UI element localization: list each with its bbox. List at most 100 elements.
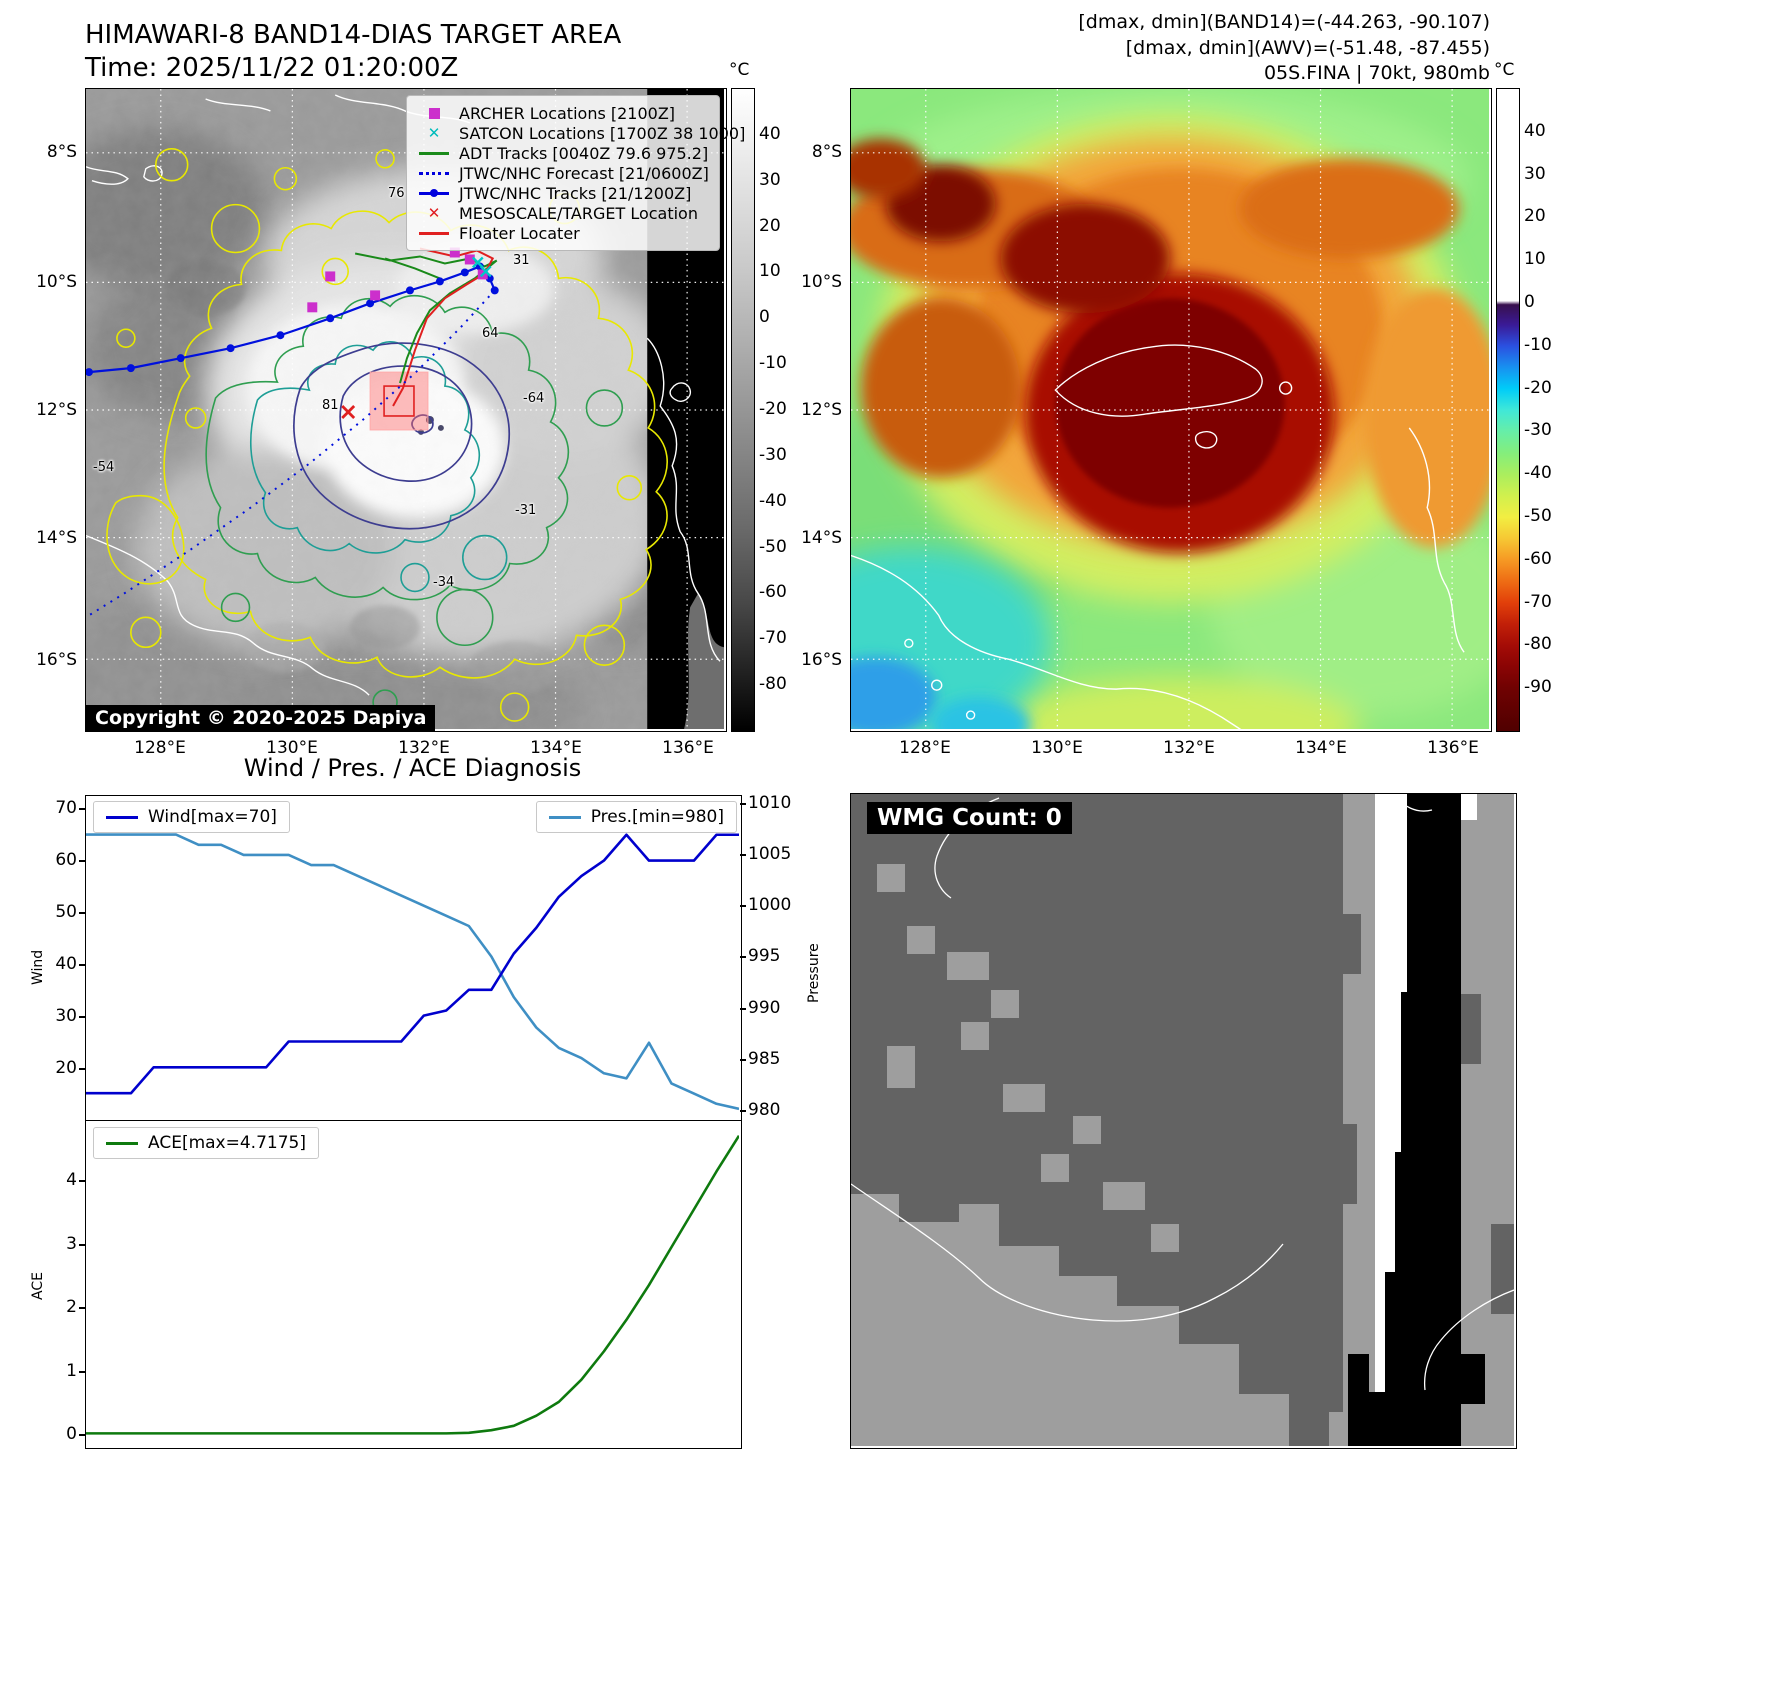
ace-legend-label: ACE[max=4.7175] [148,1133,306,1153]
colorbar-tick-label: 30 [1524,163,1546,184]
lat-tick-label: 12°S [36,400,77,420]
tick-mark [79,1068,85,1070]
pressure-tick-label: 985 [748,1048,781,1069]
tick-mark [79,1434,85,1437]
colorbar-tick-label: -20 [759,399,787,419]
lon-tick-label: 132°E [398,738,450,758]
colorbar-tick-label: 0 [759,307,770,328]
legend-item-label: ADT Tracks [0040Z 79.6 975.2] [459,143,709,163]
tick-mark [740,905,746,908]
ace-tick-label: 4 [66,1170,77,1191]
legend-item: JTWC/NHC Tracks [21/1200Z] [417,183,709,203]
contour-label: -34 [433,575,455,590]
pressure-tick-label: 1000 [748,895,792,916]
pressure-axis-label: Pressure [806,943,822,1003]
colorbar-tick-label: -60 [1524,548,1552,569]
pressure-tick-label: 995 [748,946,781,967]
blue-dotted-line-icon [417,171,451,175]
awv-colorbar-unit: °C [1494,60,1515,80]
lon-tick-label: 128°E [899,738,951,758]
legend-item-label: Floater Locater [459,223,580,243]
ace-tick-label: 0 [66,1424,77,1445]
magenta-square-icon [417,107,451,119]
wind-pressure-chart [85,795,742,1122]
ace-axis-label: ACE [30,1272,46,1300]
mesoscale-target-marker [341,405,356,419]
colorbar-tick-label: -80 [1524,634,1552,655]
pressure-line [86,833,739,1111]
pressure-tick-label: 980 [748,1099,781,1120]
colorbar-tick-label: 10 [1524,249,1546,270]
floater-box [383,385,415,417]
tick-mark [740,1007,746,1010]
wind-tick-label: 60 [55,850,77,870]
latlon-grid [851,89,1489,729]
wind-tick-label: 30 [55,1006,77,1026]
tick-mark [79,964,85,966]
ace-tick-label: 1 [66,1360,77,1381]
contour-green [205,294,624,715]
band14-subtitle: Time: 2025/11/22 01:20:00Z [85,53,459,83]
red-line-icon [417,231,451,235]
colorbar-tick-label: 40 [1524,120,1546,141]
tick-mark [740,803,746,806]
colorbar-tick-label: 20 [759,215,781,236]
colorbar-tick-label: -40 [1524,463,1552,484]
pressure-legend-label: Pres.[min=980] [590,807,724,827]
contour-label: 76 [388,186,405,201]
contour-label: 81 [322,398,339,413]
contour-label: 64 [482,326,499,341]
tick-mark [79,912,85,914]
jtwc-forecast-track [88,289,496,617]
colorbar-tick-label: -30 [759,444,787,465]
tick-mark [79,1016,85,1018]
wmg-count-label: WMG Count: 0 [867,802,1072,834]
cyan-x-icon: ✕ [427,123,441,142]
legend-item-label: ARCHER Locations [2100Z] [459,103,676,123]
colorbar-tick-label: -10 [759,353,787,374]
ace-line [86,1135,739,1435]
pressure-tick-label: 990 [748,997,781,1018]
legend-item: Floater Locater [417,223,709,243]
metadata-header: [dmax, dmin](BAND14)=(-44.263, -90.107) … [1078,10,1490,87]
gray-notches [1343,914,1514,1314]
colorbar-tick-label: 0 [1524,292,1535,312]
wind-legend-label: Wind[max=70] [148,807,277,827]
pressure-tick-label: 1010 [748,793,792,814]
legend-item: ARCHER Locations [2100Z] [417,103,709,123]
colorbar-tick-label: 10 [759,261,781,282]
ace-line-icon [106,1141,138,1145]
satcon-markers [471,256,492,278]
lon-tick-label: 134°E [530,738,582,758]
band14-title: HIMAWARI-8 BAND14-DIAS TARGET AREA [85,20,622,50]
lon-tick-label: 128°E [134,738,186,758]
colorbar-tick-label: -50 [759,536,787,557]
colorbar-tick-label: 30 [759,169,781,190]
blue-line-dots-icon [417,189,451,197]
tick-mark [740,854,746,857]
lat-tick-label: 14°S [801,528,842,548]
wind-line [86,833,739,1095]
colorbar-tick-label: -70 [759,628,787,649]
red-x-icon: ✕ [427,203,441,222]
colorbar-tick-label: -40 [759,490,787,511]
colorbar-tick-label: -30 [1524,420,1552,441]
wmg-map-art [851,794,1514,1446]
tick-mark [79,860,85,862]
lon-tick-label: 132°E [1163,738,1215,758]
contour-label: 31 [513,253,530,268]
colorbar-tick-label: -80 [759,674,787,695]
band14-colorbar [731,88,755,732]
lon-tick-label: 136°E [662,738,714,758]
contour-teal [249,341,508,593]
dmax-dmin-band14: [dmax, dmin](BAND14)=(-44.263, -90.107) [1078,11,1490,33]
band14-map-panel: ARCHER Locations [2100Z] ✕ SATCON Location… [85,88,745,732]
colorbar-tick-label: 40 [759,123,781,144]
tick-mark [79,1307,85,1310]
tick-mark [740,956,746,959]
ace-legend: ACE[max=4.7175] [93,1127,319,1159]
lat-tick-label: 12°S [801,400,842,420]
storm-id-intensity: 05S.FINA | 70kt, 980mb [1263,62,1490,85]
legend-item: ✕ MESOSCALE/TARGET Location [417,203,709,223]
wmg-map-panel: WMG Count: 0 [850,793,1517,1449]
